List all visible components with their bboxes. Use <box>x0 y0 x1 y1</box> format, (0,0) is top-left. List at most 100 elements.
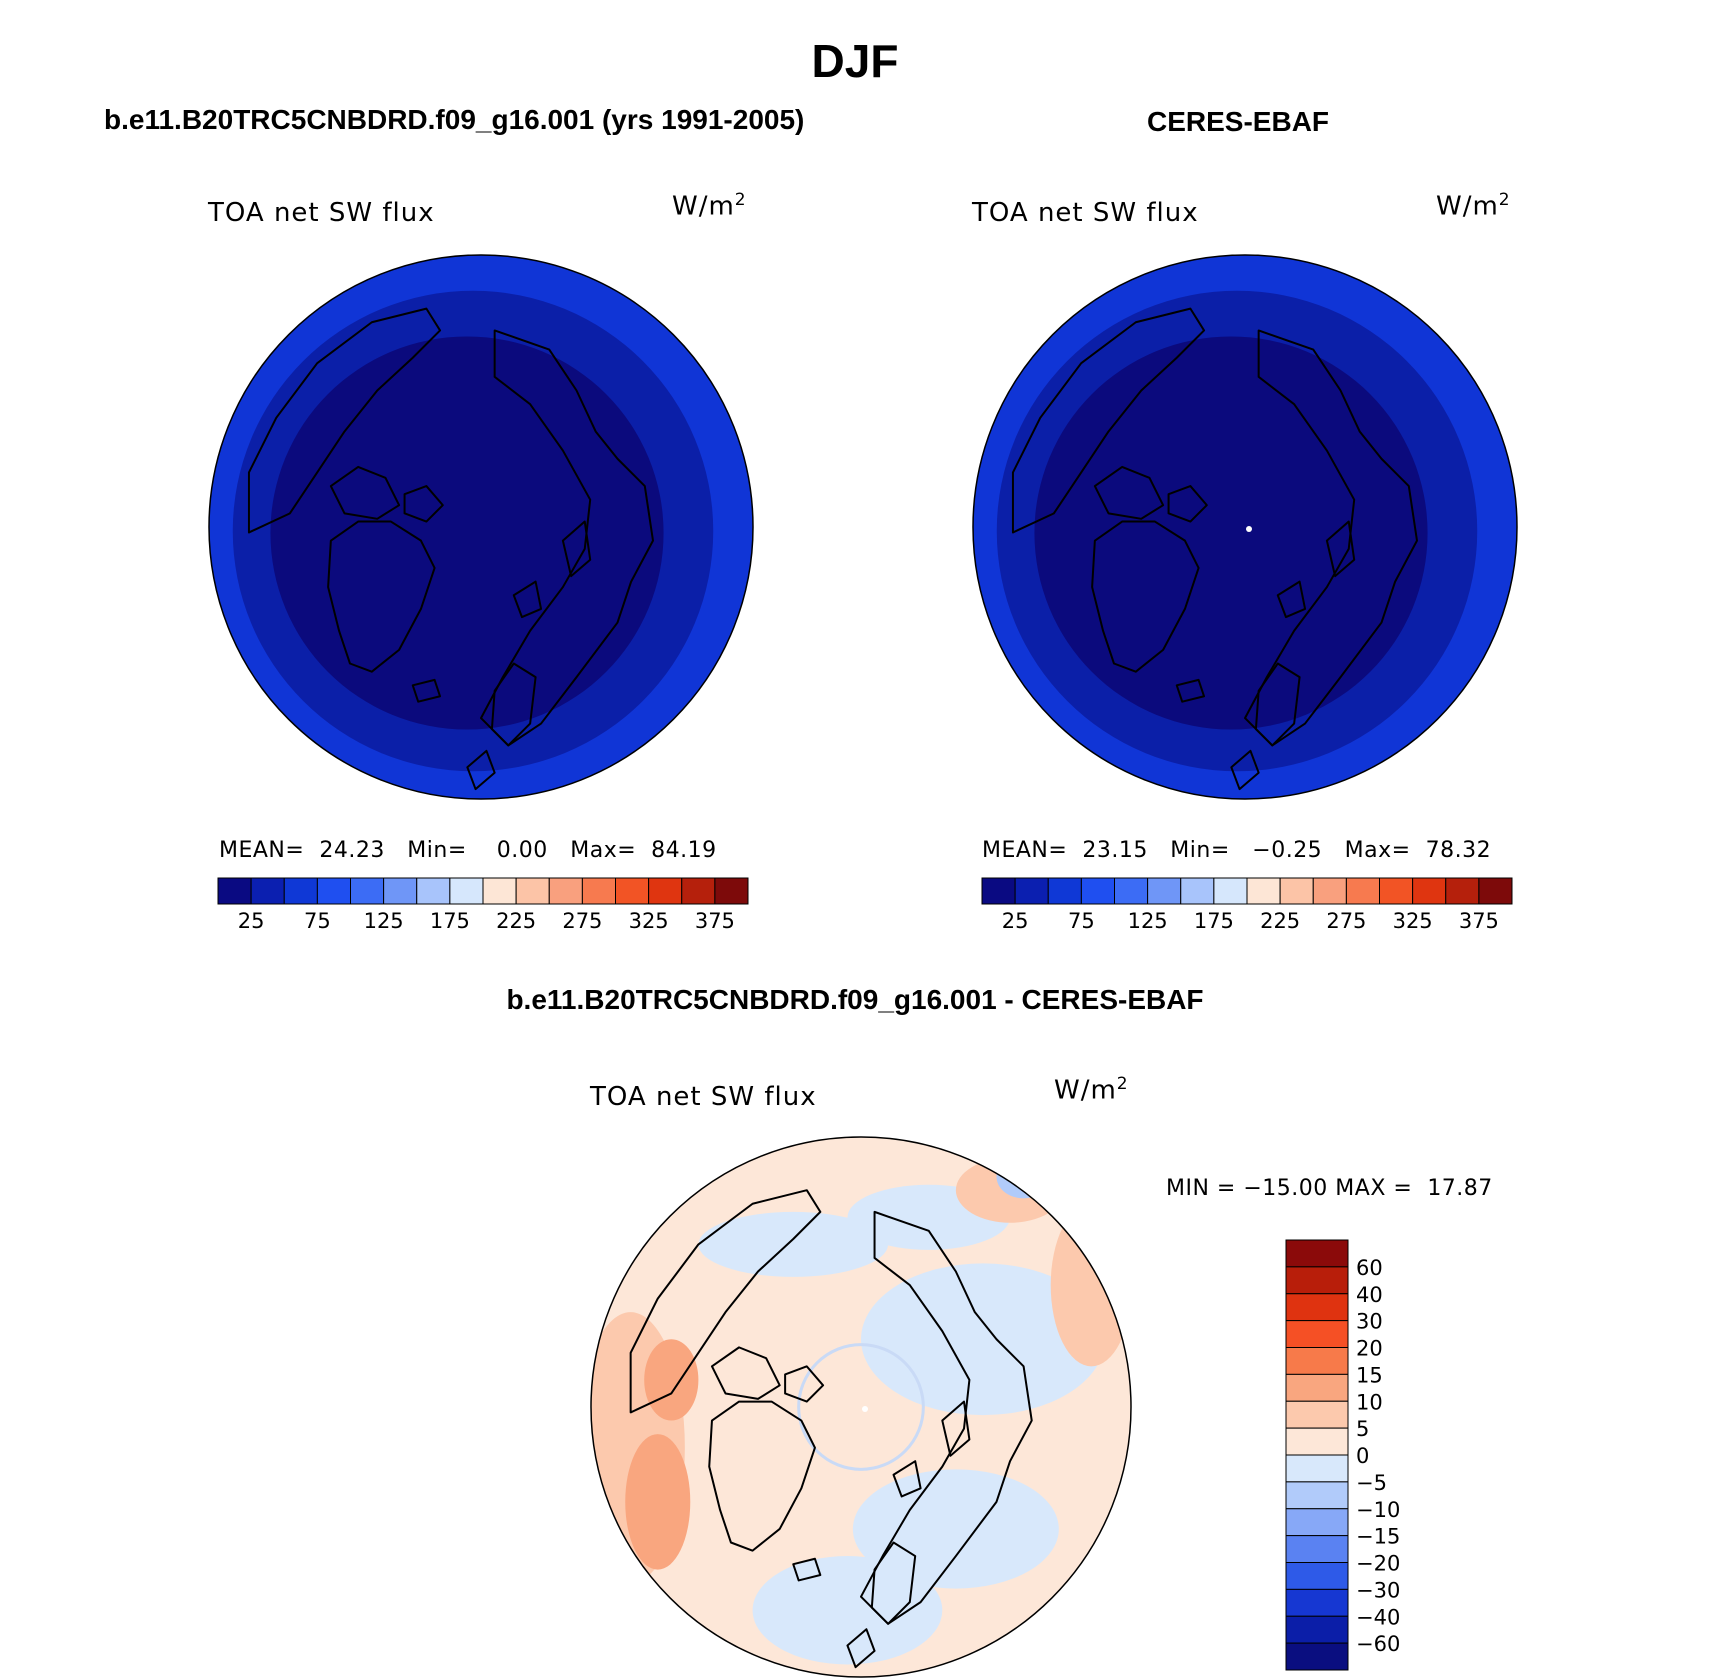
map-field <box>209 255 753 799</box>
coastline <box>1091 520 1200 673</box>
coastline <box>870 1541 917 1625</box>
coastline <box>247 307 442 534</box>
flux-band-inner <box>1034 336 1428 730</box>
colorbar-swatch <box>482 877 517 905</box>
colorbar-swatch <box>1285 1481 1349 1510</box>
coastline <box>327 520 436 673</box>
model-panel-title: b.e11.B20TRC5CNBDRD.f09_g16.001 (yrs 199… <box>104 104 805 135</box>
colorbar-swatch <box>1285 1293 1349 1322</box>
colorbar-swatch <box>416 877 451 905</box>
colorbar-swatch <box>217 877 252 905</box>
colorbar-tick-label: 40 <box>1356 1283 1383 1307</box>
colorbar-swatch <box>1285 1508 1349 1537</box>
coastline <box>403 485 444 523</box>
coastline <box>1167 485 1208 523</box>
colorbar-swatch <box>1312 877 1347 905</box>
colorbar-tick-label: 125 <box>364 909 404 933</box>
colorbar-swatch <box>548 877 583 905</box>
colorbar-swatch <box>1285 1320 1349 1348</box>
colorbar-swatch <box>615 877 650 905</box>
colorbar-tick-label: −60 <box>1356 1632 1400 1656</box>
model-variable-label: TOA net SW flux <box>208 198 435 228</box>
coastline <box>1254 662 1301 747</box>
colorbar-tick-label: 175 <box>430 909 470 933</box>
coastline <box>846 1628 876 1669</box>
colorbar-tick-label: 375 <box>1459 909 1499 933</box>
coastline <box>792 1557 822 1582</box>
colorbar-swatch <box>383 877 418 905</box>
colorbar-swatch <box>1080 877 1115 905</box>
colorbar-tick-label: 15 <box>1356 1363 1383 1387</box>
obs-variable-label: TOA net SW flux <box>972 198 1199 228</box>
colorbar-tick-label: −30 <box>1356 1578 1400 1602</box>
colorbar-tick-label: 225 <box>1260 909 1300 933</box>
colorbar-swatch <box>1147 877 1182 905</box>
map-field <box>973 255 1517 799</box>
coastline <box>490 662 537 747</box>
obs-colorbar: 25 75 125 175 225 275 325 375 <box>981 877 1513 933</box>
colorbar-swatch <box>1180 877 1215 905</box>
coastline <box>1230 749 1260 791</box>
obs-panel-title: CERES-EBAF <box>1147 106 1330 137</box>
colorbar-tick-label: 5 <box>1356 1417 1369 1441</box>
colorbar-swatch <box>449 877 484 905</box>
colorbar-tick-label: 20 <box>1356 1337 1383 1361</box>
colorbar-swatch <box>1047 877 1082 905</box>
diff-field-patch <box>698 1211 889 1277</box>
colorbar-tick-label: −15 <box>1356 1525 1400 1549</box>
diff-units: W/m2 <box>1054 1074 1129 1106</box>
model-stats: MEAN= 24.23 Min= 0.00 Max= 84.19 <box>219 838 717 863</box>
colorbar-tick-label: 60 <box>1356 1256 1383 1280</box>
coastline <box>1276 580 1307 619</box>
colorbar-swatch <box>1285 1588 1349 1617</box>
map-border <box>972 254 1518 800</box>
colorbar-swatch <box>581 877 616 905</box>
colorbar-swatch <box>981 877 1016 905</box>
colorbar-swatch <box>250 877 285 905</box>
coastline <box>480 329 654 747</box>
colorbar-tick-label: 375 <box>695 909 735 933</box>
map-border <box>208 254 754 800</box>
colorbar-tick-label: 75 <box>1068 909 1095 933</box>
colorbar-tick-label: −5 <box>1356 1471 1387 1495</box>
colorbar-swatch <box>1285 1427 1349 1456</box>
colorbar-tick-label: 175 <box>1194 909 1234 933</box>
colorbar-swatch <box>1478 877 1513 905</box>
colorbar-swatch <box>1285 1266 1349 1295</box>
colorbar-swatch <box>1412 877 1447 905</box>
model-colorbar: 25 75 125 175 225 275 325 375 <box>217 877 749 933</box>
coastline <box>1244 329 1418 747</box>
colorbar-swatch <box>1345 877 1380 905</box>
coastline <box>411 678 442 703</box>
colorbar-swatch <box>1285 1400 1349 1429</box>
coastline <box>784 1365 825 1403</box>
coastline <box>512 580 543 619</box>
colorbar-swatch <box>350 877 385 905</box>
colorbar-swatch <box>1285 1535 1349 1563</box>
colorbar-swatch <box>714 877 749 905</box>
diff-ring-contour <box>797 1343 925 1471</box>
colorbar-tick-label: 0 <box>1356 1444 1369 1468</box>
coastline <box>710 1346 781 1400</box>
coastline <box>708 1400 816 1552</box>
colorbar-swatch <box>1246 877 1281 905</box>
colorbar-tick-label: 25 <box>238 909 265 933</box>
diff-field-patch <box>625 1434 691 1570</box>
colorbar-swatch <box>1014 877 1049 905</box>
diff-field-patch <box>752 1556 943 1665</box>
coastline <box>941 1400 971 1457</box>
coastline <box>629 1189 822 1414</box>
colorbar-swatch <box>1279 877 1314 905</box>
colorbar-tick-label: −10 <box>1356 1498 1400 1522</box>
pole-marker <box>862 1406 868 1412</box>
diff-panel-title: b.e11.B20TRC5CNBDRD.f09_g16.001 - CERES-… <box>506 984 1204 1015</box>
figure-title: DJF <box>811 35 899 87</box>
coastline <box>1093 465 1165 520</box>
colorbar-swatch <box>1285 1642 1349 1671</box>
colorbar-tick-label: 325 <box>1393 909 1433 933</box>
obs-units: W/m2 <box>1436 190 1511 222</box>
flux-band-inner <box>270 336 664 730</box>
coastline <box>466 749 496 791</box>
colorbar-tick-label: 275 <box>1326 909 1366 933</box>
colorbar-tick-label: 125 <box>1128 909 1168 933</box>
